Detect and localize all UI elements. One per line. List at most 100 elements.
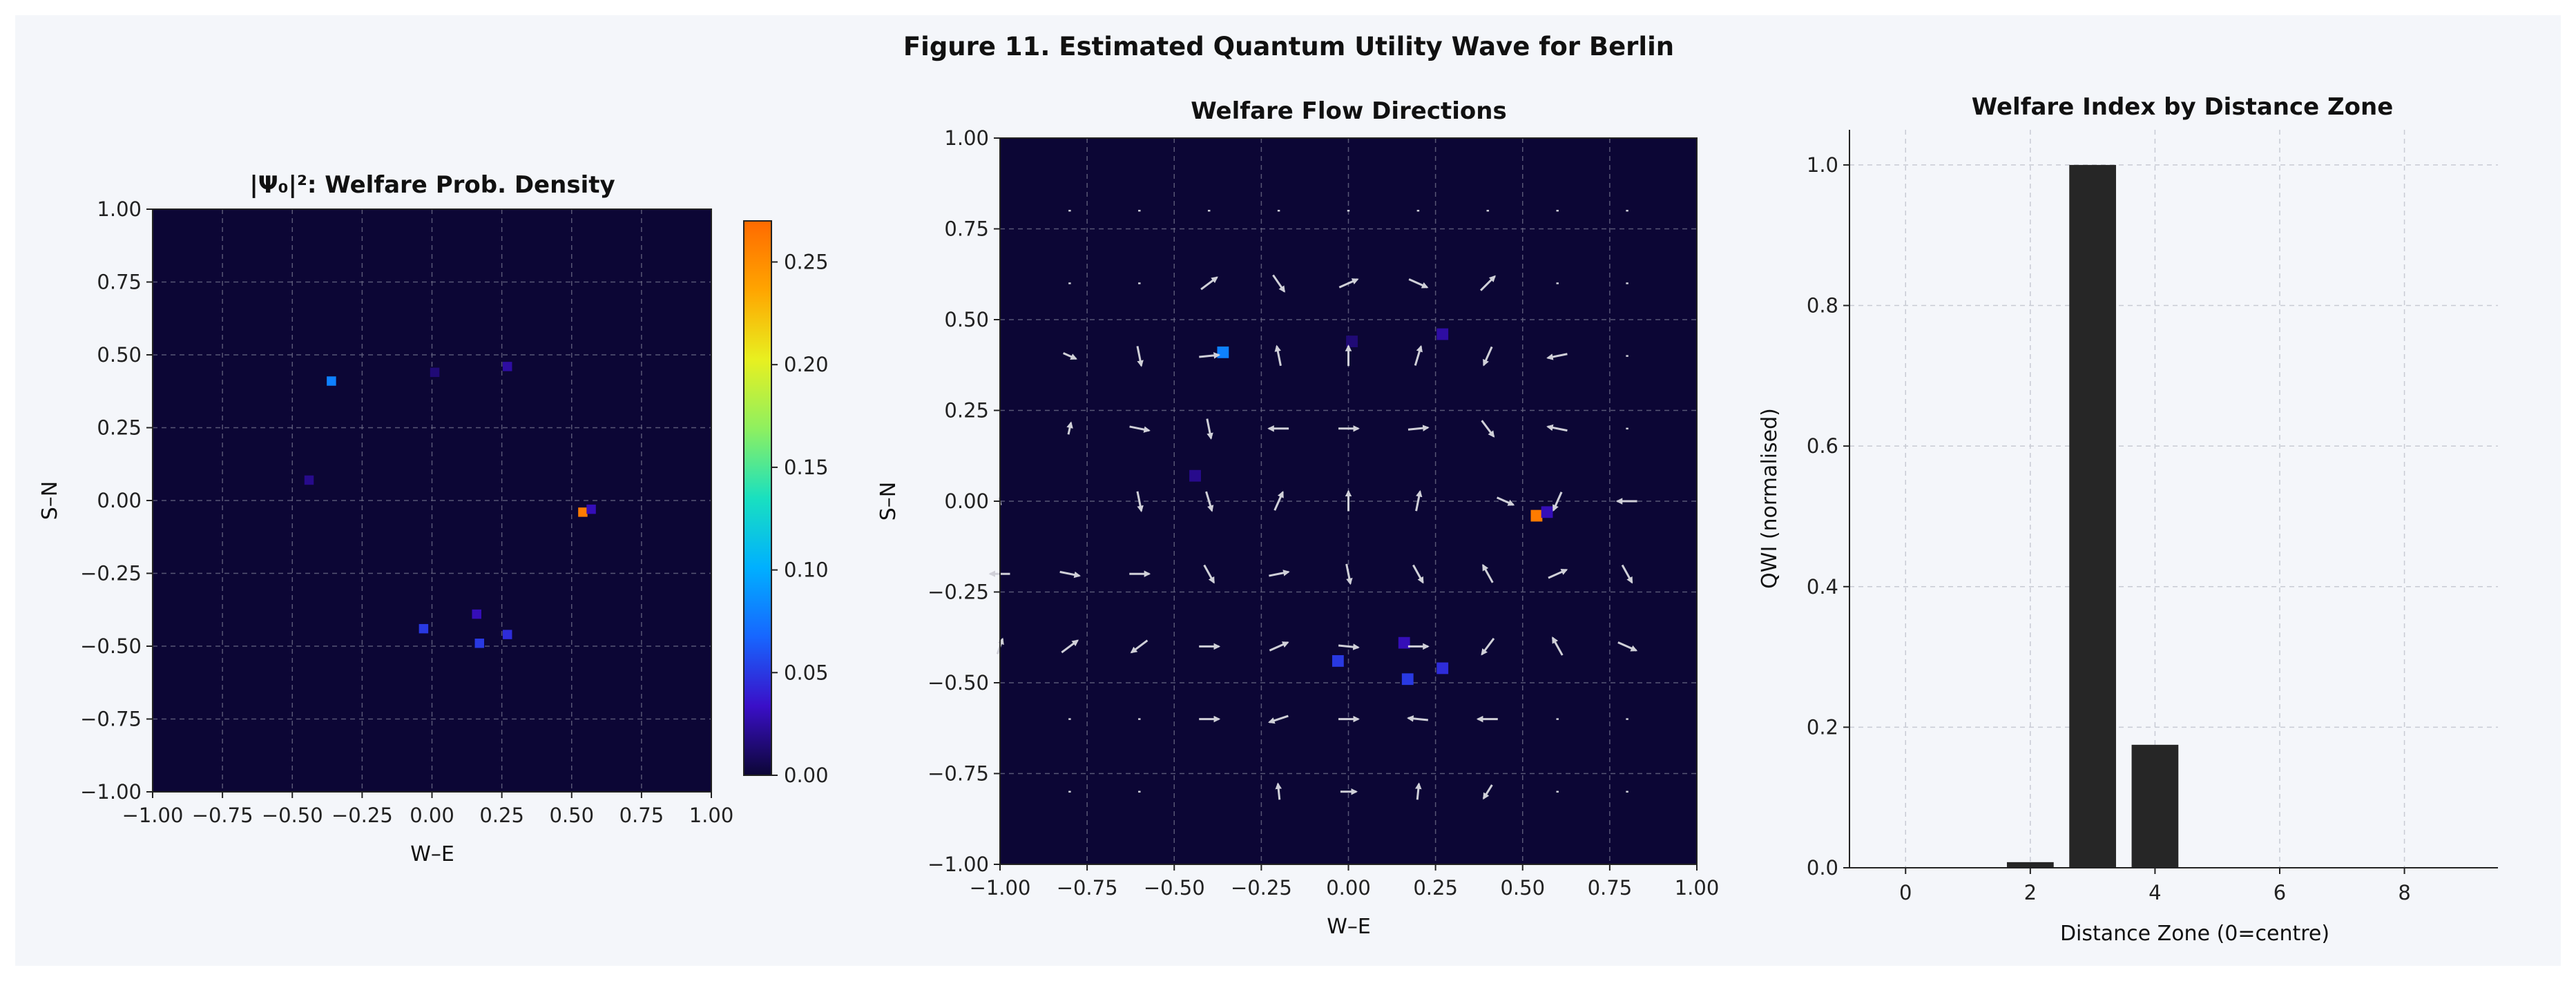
flow-directions-cell [1401,673,1414,686]
flow-arrow [1063,352,1077,360]
flow-arrow [1482,784,1493,800]
figure-title: Figure 11. Estimated Quantum Utility Wav… [903,32,1674,61]
flow-arrow [1551,637,1564,656]
flow-arrow [1548,568,1568,579]
density-heatmap-cell [430,367,440,378]
density-heatmap-cell [502,362,512,371]
flow-directions-x-tick-label: −0.25 [1231,876,1292,900]
flow-directions-cell [1217,346,1229,358]
flow-arrow [1408,278,1429,289]
flow-directions-y-ticks: 1.00 0.75 0.50 0.25 0.00 −0.25 −0.50 −0.75 −1.00 [927,126,1000,876]
flow-arrow [1275,782,1282,800]
flow-arrow [1130,639,1148,654]
welfare-index-y-tick-label: 0.0 [1807,856,1838,880]
density-heatmap-y-tick-label: 1.00 [97,197,142,221]
flow-arrow [1269,641,1289,652]
welfare-index-y-tick-label: 0.6 [1807,434,1838,458]
welfare-index-y-tick-label: 1.0 [1807,153,1838,177]
flow-directions-y-tick-label: −0.25 [927,581,989,604]
density-heatmap-x-ticks: −1.00 −0.75 −0.50 −0.25 0.00 0.25 0.50 0.75 1.00 [122,792,734,827]
density-heatmap-grid [153,209,711,792]
density-heatmap-x-tick-label: −0.25 [331,804,393,827]
flow-directions-arrows [988,209,1638,800]
welfare-index-bars [2006,164,2179,868]
density-heatmap-cell [327,376,336,386]
density-heatmap-y-tick-label: −0.25 [80,562,142,585]
flow-directions-x-tick-label: 0.50 [1500,876,1545,900]
flow-arrow [1059,570,1082,579]
welfare-index-y-tick-label: 0.2 [1807,715,1838,739]
flow-arrow [1412,564,1424,584]
flow-directions-cell [1530,509,1543,522]
flow-arrow [1199,352,1221,359]
flow-arrow [1129,425,1151,433]
welfare-index-x-label: Distance Zone (0=centre) [2060,922,2329,946]
welfare-index-bar [2131,744,2179,868]
flow-directions-cell [1346,336,1358,347]
flow-arrow [1268,715,1289,724]
flow-arrow [1415,782,1422,800]
flow-directions-cell [1436,662,1449,674]
density-colorbar: 0.00 0.05 0.10 0.15 0.20 0.25 [743,220,829,787]
flow-arrow [1338,278,1359,289]
density-colorbar-tick-label: 0.15 [784,456,829,479]
flow-directions-y-tick-label: −0.50 [927,671,989,695]
flow-arrow [1481,563,1494,583]
flow-directions-cell [1541,506,1553,518]
flow-directions-x-tick-label: 0.25 [1413,876,1458,900]
flow-directions-x-tick-label: 0.00 [1326,876,1371,900]
density-colorbar-tick-label: 0.05 [784,661,829,684]
flow-arrow [1496,496,1515,506]
flow-directions-grid [1000,138,1697,864]
density-colorbar-tick-label: 0.20 [784,353,829,376]
flow-arrow [1546,353,1568,360]
welfare-index-y-tick-label: 0.8 [1807,294,1838,318]
flow-arrow [1415,489,1423,512]
flow-directions-panel: Welfare Flow Directions −1.00 −0.75 −0.50−… [876,97,1719,939]
density-colorbar-ticks: 0.00 0.05 0.10 0.15 0.20 0.25 [771,250,829,787]
density-heatmap-x-tick-label: −1.00 [122,804,184,827]
welfare-index-x-tick-label: 2 [2024,881,2037,904]
flow-arrow [1345,563,1353,585]
flow-arrow [1483,346,1493,367]
flow-directions-cell [1398,637,1410,649]
flow-arrow [1206,418,1213,440]
flow-directions-background-cells [1189,328,1553,686]
flow-directions-x-ticks: −1.00 −0.75 −0.50 −0.25 0.00 0.25 0.50 0.75 1.00 [970,864,1719,900]
flow-arrow [1481,420,1495,438]
flow-arrow [1205,491,1214,512]
flow-arrow [1066,421,1073,435]
flow-arrow [1274,344,1282,367]
density-heatmap-cell [578,507,588,517]
density-heatmap-cells [304,362,596,648]
density-heatmap-x-tick-label: 0.50 [549,804,594,827]
density-heatmap-x-tick-label: 0.00 [410,804,454,827]
welfare-index-x-tick-label: 6 [2274,881,2286,904]
flow-arrow [1273,490,1284,511]
flow-arrow [1136,346,1144,367]
welfare-index-y-ticks: 0.0 0.2 0.4 0.6 0.8 1.0 [1807,153,1849,880]
flow-directions-x-label: W–E [1327,915,1371,939]
flow-arrow [1617,641,1638,652]
flow-directions-y-tick-label: 0.00 [944,489,989,513]
density-heatmap-x-label: W–E [410,842,454,866]
density-heatmap-y-tick-label: −0.75 [80,708,142,731]
density-heatmap-y-tick-label: −1.00 [80,780,142,804]
flow-directions-x-tick-label: −1.00 [970,876,1031,900]
density-heatmap-title: |Ψ₀|²: Welfare Prob. Density [249,171,615,199]
density-heatmap-cell [474,639,485,648]
density-colorbar-tick-label: 0.10 [784,559,829,582]
density-colorbar-tick-label: 0.00 [784,764,829,787]
density-heatmap-cell [304,475,314,485]
density-heatmap-x-tick-label: −0.50 [262,804,323,827]
flow-directions-cell [1332,655,1344,667]
welfare-index-title: Welfare Index by Distance Zone [1972,93,2394,121]
flow-arrow [1552,492,1563,512]
density-colorbar-frame [743,220,772,776]
welfare-index-x-tick-label: 8 [2398,881,2410,904]
density-heatmap-x-tick-label: 1.00 [689,804,734,827]
flow-arrow [1200,276,1218,291]
welfare-index-bar [2069,164,2116,868]
